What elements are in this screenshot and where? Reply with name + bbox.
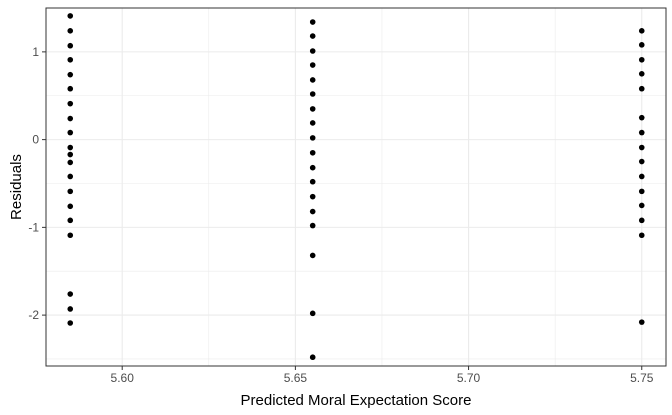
data-point <box>309 149 316 156</box>
data-point <box>309 222 316 229</box>
data-point <box>309 252 316 259</box>
data-point <box>309 19 316 25</box>
data-point <box>67 13 74 19</box>
data-point <box>638 173 645 180</box>
data-point <box>638 232 645 239</box>
x-axis-ticks: 5.60 5.65 5.70 5.75 <box>111 366 654 385</box>
data-point <box>67 56 74 63</box>
data-point <box>67 203 74 210</box>
data-point <box>309 33 316 39</box>
data-point <box>638 56 645 63</box>
y-axis-title: Residuals <box>8 154 25 220</box>
data-point <box>638 144 645 151</box>
data-point <box>638 158 645 165</box>
data-point <box>638 217 645 224</box>
x-tick-label: 5.75 <box>630 371 654 385</box>
data-point <box>67 159 74 166</box>
data-point <box>309 120 316 126</box>
data-point <box>638 85 645 92</box>
data-point <box>638 319 645 325</box>
x-tick-label: 5.65 <box>284 371 308 385</box>
data-point <box>67 115 74 122</box>
x-tick-label: 5.60 <box>111 371 135 385</box>
data-point <box>309 354 316 361</box>
grid-lines <box>46 7 666 366</box>
y-tick-label: -1 <box>28 220 39 234</box>
data-point <box>309 106 316 112</box>
data-point <box>67 129 74 136</box>
data-point <box>309 62 316 68</box>
data-point <box>309 77 316 83</box>
y-axis-ticks: -2 -1 0 1 <box>28 45 46 322</box>
data-point <box>67 291 74 297</box>
data-point <box>638 71 645 77</box>
x-axis-title: Predicted Moral Expectation Score <box>241 392 472 409</box>
y-tick-label: 0 <box>32 133 39 147</box>
data-point <box>67 151 74 158</box>
data-point <box>309 178 316 185</box>
data-points <box>67 13 645 361</box>
data-point <box>309 91 316 97</box>
plot-background <box>46 8 666 366</box>
data-point <box>309 164 316 171</box>
data-point <box>638 129 645 136</box>
data-point <box>309 48 316 54</box>
data-point <box>67 28 74 34</box>
data-point <box>67 100 74 107</box>
data-point <box>67 320 74 326</box>
data-point <box>67 217 74 224</box>
data-point <box>67 71 74 78</box>
data-point <box>638 42 645 48</box>
data-point <box>638 28 645 34</box>
data-point <box>67 232 74 239</box>
y-tick-label: 1 <box>32 45 39 59</box>
data-point <box>309 208 316 215</box>
data-point <box>638 202 645 209</box>
data-point <box>67 144 74 151</box>
data-point <box>67 188 74 195</box>
data-point <box>67 42 74 49</box>
data-point <box>67 306 74 312</box>
data-point <box>638 188 645 195</box>
data-point <box>309 135 316 141</box>
plot-border <box>45 7 667 367</box>
data-point <box>67 85 74 92</box>
data-point <box>309 310 316 317</box>
y-tick-label: -2 <box>28 308 39 322</box>
x-tick-label: 5.70 <box>457 371 481 385</box>
data-point <box>309 193 316 200</box>
data-point <box>67 173 74 180</box>
data-point <box>638 114 645 121</box>
